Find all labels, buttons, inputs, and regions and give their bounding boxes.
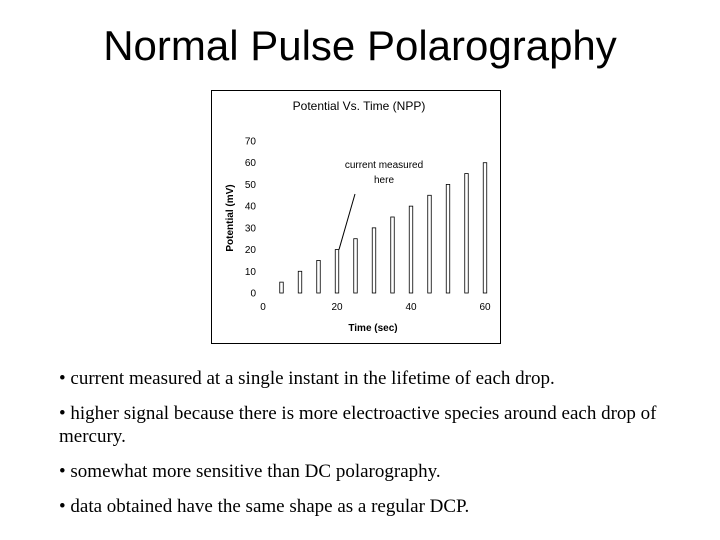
bar <box>353 238 358 294</box>
y-tick-label: 0 <box>250 289 256 300</box>
bar <box>279 281 284 294</box>
y-tick-label: 60 <box>245 158 257 169</box>
annotation-arrow <box>338 193 356 250</box>
bar <box>445 184 451 294</box>
y-tick-label: 20 <box>245 245 257 256</box>
potential-time-chart: Potential Vs. Time (NPP) Potential (mV) … <box>225 99 491 334</box>
x-tick-label: 60 <box>479 302 491 313</box>
x-tick-label: 20 <box>331 302 343 313</box>
bar <box>297 270 303 294</box>
slide-title: Normal Pulse Polarography <box>103 22 617 69</box>
y-tick-label: 50 <box>245 180 257 191</box>
chart-frame: Potential Vs. Time (NPP) Potential (mV) … <box>211 90 501 344</box>
bullet-list: • current measured at a single instant i… <box>59 367 659 530</box>
bar <box>371 227 377 294</box>
y-tick-label: 10 <box>245 267 257 278</box>
y-tick-label: 30 <box>245 223 257 234</box>
bar <box>427 194 432 294</box>
y-axis-label: Potential (mV) <box>225 184 236 251</box>
annotation-text-line2: here <box>374 175 394 186</box>
bar <box>390 216 395 294</box>
bar <box>464 173 469 294</box>
bullet-item: • current measured at a single instant i… <box>59 368 555 389</box>
bullet-item: • data obtained have the same shape as a… <box>59 496 470 517</box>
bullet-item: • somewhat more sensitive than DC polaro… <box>59 461 441 482</box>
bar <box>408 205 414 294</box>
annotation-text-line1: current measured <box>345 160 423 171</box>
bar <box>482 162 488 294</box>
chart-title: Potential Vs. Time (NPP) <box>293 99 426 113</box>
bullet-item: • higher signal because there is more el… <box>59 403 657 447</box>
y-tick-label: 70 <box>245 137 257 148</box>
y-tick-label: 40 <box>245 202 257 213</box>
bar <box>334 249 340 294</box>
bar <box>316 260 321 294</box>
x-axis-label: Time (sec) <box>348 323 397 334</box>
x-tick-label: 40 <box>405 302 417 313</box>
x-tick-label: 0 <box>260 302 266 313</box>
